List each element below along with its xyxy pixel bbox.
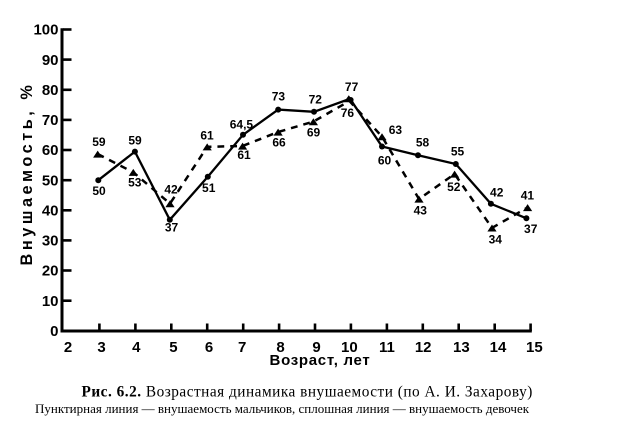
svg-text:43: 43 (414, 204, 428, 218)
svg-text:59: 59 (128, 134, 142, 148)
svg-text:63: 63 (389, 123, 403, 137)
svg-text:0: 0 (50, 323, 58, 340)
svg-text:Пунктирная линия — внушаемость: Пунктирная линия — внушаемость мальчиков… (35, 401, 530, 416)
svg-text:4: 4 (132, 339, 141, 356)
svg-text:15: 15 (526, 339, 543, 356)
svg-text:Рис. 6.2. Возрастная динамика: Рис. 6.2. Возрастная динамика внушаемост… (82, 384, 533, 401)
svg-text:41: 41 (521, 188, 535, 202)
svg-text:61: 61 (200, 128, 214, 142)
svg-text:42: 42 (490, 186, 504, 200)
svg-text:37: 37 (165, 221, 179, 235)
svg-text:6: 6 (205, 339, 213, 356)
svg-text:40: 40 (42, 203, 59, 220)
svg-text:20: 20 (42, 263, 59, 280)
svg-text:90: 90 (42, 52, 59, 69)
svg-text:60: 60 (42, 142, 59, 159)
svg-text:12: 12 (415, 339, 432, 356)
svg-text:9: 9 (312, 339, 320, 356)
svg-text:11: 11 (379, 339, 395, 356)
svg-text:58: 58 (416, 136, 430, 150)
svg-text:5: 5 (169, 339, 177, 356)
svg-text:10: 10 (42, 293, 59, 310)
svg-text:42: 42 (164, 183, 178, 197)
svg-text:2: 2 (64, 339, 72, 356)
svg-text:50: 50 (42, 172, 59, 189)
svg-text:69: 69 (307, 126, 321, 140)
svg-text:3: 3 (97, 339, 105, 356)
svg-text:77: 77 (345, 80, 359, 94)
svg-text:66: 66 (272, 136, 286, 150)
svg-text:14: 14 (490, 339, 507, 356)
svg-text:7: 7 (238, 339, 246, 356)
svg-text:70: 70 (42, 112, 59, 129)
svg-text:59: 59 (92, 135, 106, 149)
svg-text:76: 76 (341, 106, 355, 120)
svg-text:73: 73 (272, 90, 286, 104)
svg-text:13: 13 (453, 339, 470, 356)
svg-text:10: 10 (341, 339, 358, 356)
svg-text:80: 80 (42, 82, 59, 99)
svg-text:55: 55 (451, 144, 465, 158)
svg-text:50: 50 (92, 184, 106, 198)
svg-text:30: 30 (42, 233, 59, 250)
svg-text:8: 8 (276, 339, 284, 356)
svg-text:51: 51 (202, 181, 216, 195)
svg-text:100: 100 (33, 22, 58, 39)
svg-text:72: 72 (309, 92, 323, 106)
svg-text:60: 60 (378, 154, 392, 168)
svg-text:64,5: 64,5 (230, 118, 254, 132)
svg-text:37: 37 (524, 222, 538, 236)
svg-text:Внушаемость, %: Внушаемость, % (18, 82, 36, 266)
svg-text:52: 52 (447, 180, 461, 194)
svg-text:61: 61 (237, 148, 251, 162)
svg-text:53: 53 (128, 175, 142, 189)
svg-text:Возраст, лет: Возраст, лет (270, 352, 371, 369)
svg-text:34: 34 (489, 232, 503, 246)
